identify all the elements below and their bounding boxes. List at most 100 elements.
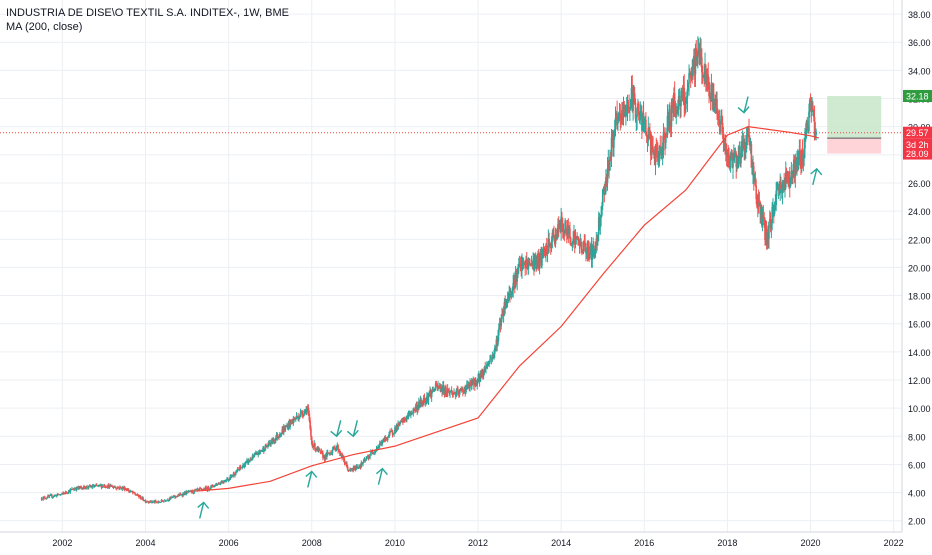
candle-body [140, 498, 143, 500]
candle-body [610, 137, 613, 157]
candle-body [629, 108, 631, 110]
candle-body [509, 293, 512, 295]
candle-body [310, 428, 312, 437]
candle-body [390, 431, 392, 433]
candle-body [402, 417, 405, 423]
candle-body [814, 134, 817, 137]
indicator-label[interactable]: MA (200, close) [6, 21, 83, 33]
candle-body [191, 490, 194, 493]
candle-body [284, 426, 287, 431]
candle-body [299, 412, 302, 417]
candle-body [812, 105, 814, 111]
x-tick-label: 2006 [219, 538, 239, 548]
candle-body [780, 182, 782, 190]
arrow-head [375, 467, 388, 476]
candle-body [541, 254, 543, 266]
candle-body [134, 493, 136, 495]
candle-body [192, 492, 195, 494]
x-tick-label: 2016 [634, 538, 654, 548]
y-tick-label: 16.00 [908, 320, 931, 330]
candle-body [430, 390, 433, 398]
candle-body [207, 486, 210, 490]
candle-body [244, 462, 247, 465]
candle-body [503, 302, 506, 314]
x-axis-labels: 2002 2004 2006 2008 2010 2012 2014 2016 2018 2020… [52, 538, 903, 548]
arrow-down-icon [743, 96, 749, 113]
candle-body [131, 490, 133, 492]
candle-body [423, 397, 426, 401]
candle-body [309, 420, 311, 429]
candle-body [494, 347, 496, 354]
candle-body [201, 488, 204, 490]
arrow-head [330, 429, 343, 438]
candle-body [593, 249, 596, 256]
y-tick-label: 4.00 [908, 489, 926, 499]
y-tick-label: 2.00 [908, 517, 926, 527]
symbol-title[interactable]: INDUSTRIA DE DISE\O TEXTIL S.A. INDITEX-… [6, 7, 289, 19]
candle-body [808, 99, 811, 112]
candle-body [673, 92, 676, 107]
candle-body [42, 497, 44, 500]
candle-body [487, 363, 490, 366]
candle-body [617, 117, 619, 120]
candle-body [460, 388, 463, 391]
candle-body [161, 500, 164, 502]
candle-body [306, 408, 308, 414]
candle-body [616, 113, 618, 120]
candle-body [661, 150, 664, 156]
candle-body [64, 491, 67, 494]
candle-body [260, 450, 263, 452]
candle-body [406, 415, 408, 420]
candle-body [699, 52, 702, 64]
candle-body [254, 454, 256, 456]
candle-body [144, 500, 147, 503]
candle-body [802, 154, 805, 161]
arrow-head [305, 470, 318, 478]
candle-body [407, 413, 410, 417]
candle-body [580, 241, 582, 250]
annotation-arrows [197, 96, 823, 519]
candle-body [342, 456, 345, 460]
candle-body [625, 110, 627, 113]
candle-body [295, 415, 298, 419]
candle-body [790, 171, 793, 180]
candle-body [815, 131, 817, 135]
candle-body [585, 251, 588, 254]
candle-body [776, 188, 779, 190]
candle-body [373, 452, 375, 454]
y-tick-label: 8.00 [908, 432, 926, 442]
candle-body [261, 450, 263, 452]
candle-body [569, 228, 571, 238]
candle-body [649, 132, 652, 155]
candle-body [258, 450, 260, 455]
candle-body [360, 462, 363, 468]
candle-body [357, 467, 359, 469]
candle-body [222, 481, 224, 483]
y-tick-label: 22.00 [908, 235, 931, 245]
candle-body [193, 489, 196, 493]
candle-body [377, 446, 379, 449]
candle-body [694, 48, 697, 75]
candle-body [330, 452, 333, 454]
candle-body [318, 449, 321, 451]
x-tick-label: 2008 [302, 538, 322, 548]
candle-body [239, 466, 242, 468]
candle-body [783, 181, 785, 190]
candle-body [601, 205, 603, 216]
candle-body [332, 446, 335, 450]
candle-body [43, 496, 46, 499]
candle-body [55, 494, 58, 497]
candle-body [605, 177, 607, 192]
candle-body [784, 187, 786, 190]
candle-body [333, 446, 335, 448]
candle-body [663, 131, 666, 134]
candle-body [433, 391, 435, 392]
candle-body [670, 105, 673, 127]
candle-body [501, 313, 503, 320]
candle-body [554, 235, 557, 245]
y-tick-label: 36.00 [908, 38, 931, 48]
chart-legend: INDUSTRIA DE DISE\O TEXTIL S.A. INDITEX-… [6, 6, 289, 34]
candle-body [521, 262, 523, 271]
